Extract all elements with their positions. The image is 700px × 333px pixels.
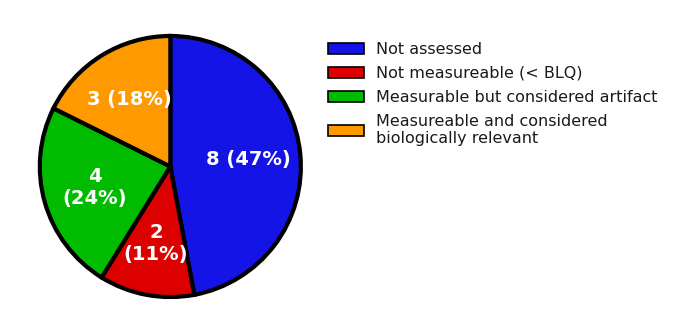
Text: 3 (18%): 3 (18%) [87,91,172,110]
Wedge shape [170,36,301,295]
Text: 2
(11%): 2 (11%) [124,223,188,264]
Legend: Not assessed, Not measureable (< BLQ), Measurable but considered artifact, Measu: Not assessed, Not measureable (< BLQ), M… [323,37,663,151]
Text: 8 (47%): 8 (47%) [206,150,290,169]
Wedge shape [102,166,195,297]
Wedge shape [53,36,170,166]
Text: 4
(24%): 4 (24%) [63,167,127,208]
Wedge shape [40,108,170,277]
